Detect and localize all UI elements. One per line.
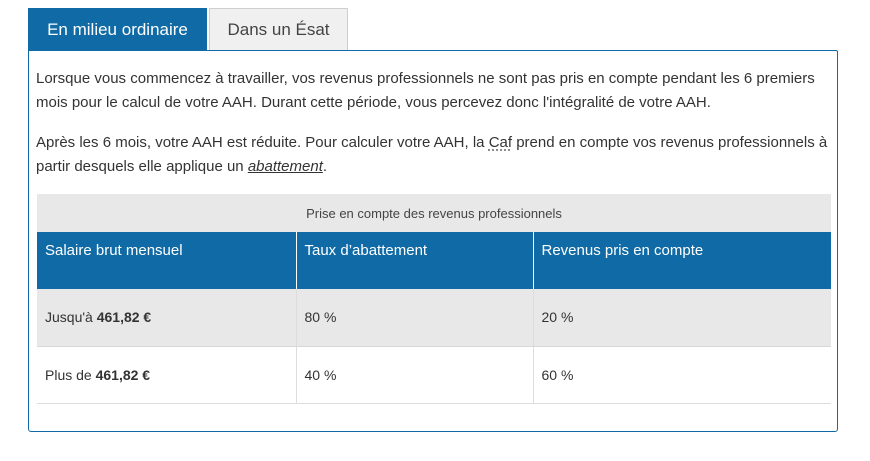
salary-amount: 461,82 € [95,366,151,383]
taken-cell: 20 % [533,289,832,347]
revenue-table: Prise en compte des revenus professionne… [37,194,832,404]
reduction-text-end: . [322,158,328,175]
table-row: Plus de 461,82 € 40 % 60 % [37,346,832,404]
table-caption: Prise en compte des revenus professionne… [37,194,832,232]
salary-prefix: Jusqu'à [45,309,97,326]
header-taux-abattement: Taux d’abattement [296,232,534,289]
taken-cell: 60 % [533,346,832,404]
salary-cell: Plus de 461,82 € [37,346,297,404]
tab-dans-un-esat[interactable]: Dans un Ésat [209,8,348,51]
intro-paragraph: Lorsque vous commencez à travailler, vos… [36,70,815,111]
salary-prefix: Plus de [45,366,96,383]
header-revenus-pris: Revenus pris en compte [533,232,832,289]
header-salaire-brut: Salaire brut mensuel [37,232,297,289]
caf-abbreviation[interactable]: Caf [488,134,513,151]
salary-cell: Jusqu'à 461,82 € [37,289,297,347]
reduction-text-start: Après les 6 mois, votre AAH est réduite.… [36,134,489,151]
tab-milieu-ordinaire[interactable]: En milieu ordinaire [28,8,207,51]
reduction-paragraph: Après les 6 mois, votre AAH est réduite.… [36,131,831,179]
tab-bar: En milieu ordinaire Dans un Ésat [28,8,348,51]
salary-amount: 461,82 € [96,309,152,326]
rate-cell: 80 % [296,289,534,347]
table-row: Jusqu'à 461,82 € 80 % 20 % [37,289,832,347]
tab-panel: Lorsque vous commencez à travailler, vos… [28,50,838,432]
rate-cell: 40 % [296,346,534,404]
reduction-text-middle: prend en compte vos revenus professionne… [36,134,828,175]
abattement-link[interactable]: abattement [247,158,323,175]
